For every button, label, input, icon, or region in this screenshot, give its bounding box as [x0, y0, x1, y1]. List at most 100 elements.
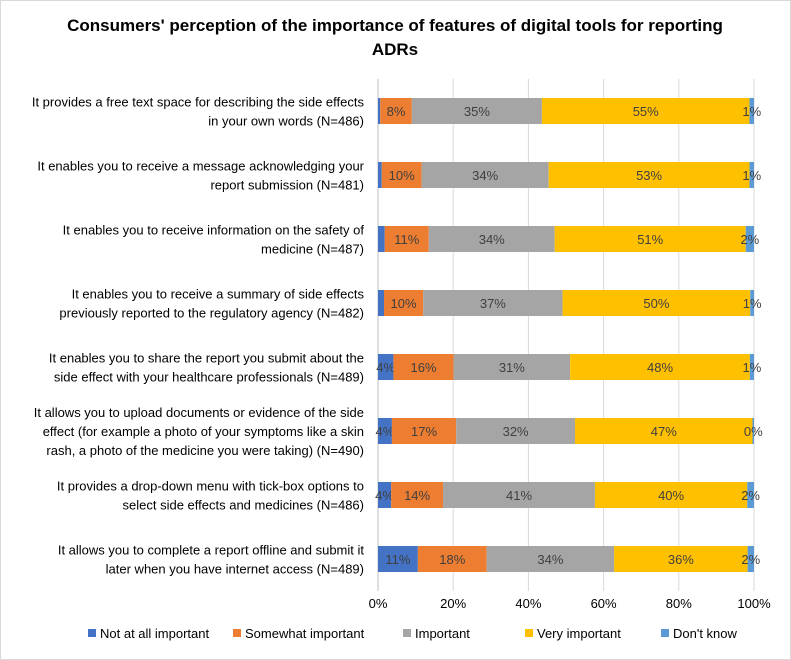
data-label: 2% [740, 232, 759, 247]
legend-label: Don't know [673, 626, 738, 641]
bar-segment [378, 354, 394, 380]
data-label: 41% [506, 488, 532, 503]
category-label-line: in your own words (N=486) [208, 114, 364, 129]
bar-segment [428, 226, 555, 252]
data-label: 11% [385, 552, 410, 567]
legend: Not at all important Somewhat important Im… [88, 626, 738, 641]
bar-row: 4% 16% 31% 48% 1% [376, 354, 762, 380]
category-label: It enables you to receive information on… [63, 223, 365, 257]
category-labels: It provides a free text space for descri… [32, 95, 365, 577]
category-label-line: medicine (N=487) [261, 242, 364, 257]
data-label: 34% [479, 232, 505, 247]
category-label-line: previously reported to the regulatory ag… [59, 306, 364, 321]
gridlines [377, 79, 755, 591]
legend-label: Somewhat important [245, 626, 365, 641]
legend-swatch [403, 629, 411, 637]
data-label: 55% [633, 104, 659, 119]
data-label: 1% [742, 168, 761, 183]
bar-segment [391, 418, 457, 444]
x-tick-label: 80% [666, 596, 692, 611]
x-tick-label: 100% [737, 596, 771, 611]
chart-title-line-1: Consumers' perception of the importance … [67, 16, 723, 35]
category-label: It allows you to upload documents or evi… [34, 405, 364, 458]
data-label: 2% [741, 488, 760, 503]
category-label-line: effect (for example a photo of your symp… [43, 424, 364, 439]
category-label: It provides a free text space for descri… [32, 95, 365, 129]
data-label: 1% [743, 296, 762, 311]
bar-segment [381, 162, 422, 188]
category-label-line: It enables you to receive information on… [63, 223, 365, 238]
bar-segment [378, 482, 392, 508]
bar-segment [541, 98, 750, 124]
data-label: 36% [668, 552, 694, 567]
category-label-line: It enables you to receive a summary of s… [72, 287, 365, 302]
data-label: 10% [391, 296, 417, 311]
legend-item: Somewhat important [233, 626, 365, 641]
bar-segment [423, 290, 563, 316]
bar-segment [614, 546, 748, 572]
data-label: 14% [404, 488, 430, 503]
bar-segment [548, 162, 750, 188]
category-label-line: select side effects and medicines (N=486… [123, 498, 364, 513]
bar-segment [745, 226, 754, 252]
bar-segment [747, 482, 754, 508]
data-label: 10% [389, 168, 415, 183]
bar-segment [393, 354, 454, 380]
legend-item: Important [403, 626, 470, 641]
category-label-line: It enables you to receive a message ackn… [37, 159, 364, 174]
category-label: It enables you to share the report you s… [49, 351, 364, 385]
x-tick-label: 20% [440, 596, 466, 611]
category-label-line: report submission (N=481) [210, 178, 364, 193]
data-label: 4% [375, 488, 394, 503]
bar-segment [456, 418, 576, 444]
bar-segment [749, 162, 754, 188]
data-label: 17% [411, 424, 437, 439]
x-tick-label: 60% [591, 596, 617, 611]
data-label: 31% [499, 360, 525, 375]
category-label: It enables you to receive a message ackn… [37, 159, 364, 193]
bar-segment [378, 290, 385, 316]
bar-segment [417, 546, 487, 572]
bar-segment [384, 226, 429, 252]
x-tick-label: 0% [369, 596, 388, 611]
legend-swatch [661, 629, 669, 637]
legend-swatch [525, 629, 533, 637]
data-label: 11% [394, 232, 419, 247]
data-label: 18% [439, 552, 465, 567]
data-label: 48% [647, 360, 673, 375]
category-label-line: side effect with your healthcare profess… [54, 370, 364, 385]
legend-swatch [233, 629, 241, 637]
data-label: 16% [410, 360, 436, 375]
bar-row: 4% 14% 41% 40% 2% [375, 482, 760, 508]
bar-segment [378, 418, 392, 444]
chart-title: Consumers' perception of the importance … [67, 16, 723, 59]
data-label: 51% [637, 232, 663, 247]
category-label-line: It allows you to complete a report offli… [58, 543, 365, 558]
data-label: 0% [744, 424, 763, 439]
data-label: 2% [741, 552, 760, 567]
data-label: 37% [480, 296, 506, 311]
data-label: 32% [503, 424, 529, 439]
bar-segment [453, 354, 571, 380]
data-label: 1% [742, 104, 761, 119]
bar-row: 11% 18% 34% 36% 2% [378, 546, 761, 572]
bar-segment [554, 226, 746, 252]
bar-row: 4% 17% 32% 47% 0% [376, 418, 763, 444]
bar-segment [378, 98, 381, 124]
legend-swatch [88, 629, 96, 637]
bars: 8% 35% 55% 1% 10% 34% 53% 1% 11% 34% 51% 2% 10% 37% 50… [375, 98, 763, 572]
bar-row: 8% 35% 55% 1% [378, 98, 762, 124]
bar-segment [443, 482, 595, 508]
data-label: 34% [472, 168, 498, 183]
bar-row: 11% 34% 51% 2% [378, 226, 760, 252]
bar-segment [562, 290, 751, 316]
bar-segment [380, 98, 412, 124]
category-label-line: rash, a photo of the medicine you were t… [46, 443, 364, 458]
legend-item: Don't know [661, 626, 738, 641]
chart-title-line-2: ADRs [372, 40, 418, 59]
legend-label: Important [415, 626, 470, 641]
bar-row: 10% 37% 50% 1% [378, 290, 762, 316]
bar-segment [747, 546, 754, 572]
data-label: 47% [651, 424, 677, 439]
